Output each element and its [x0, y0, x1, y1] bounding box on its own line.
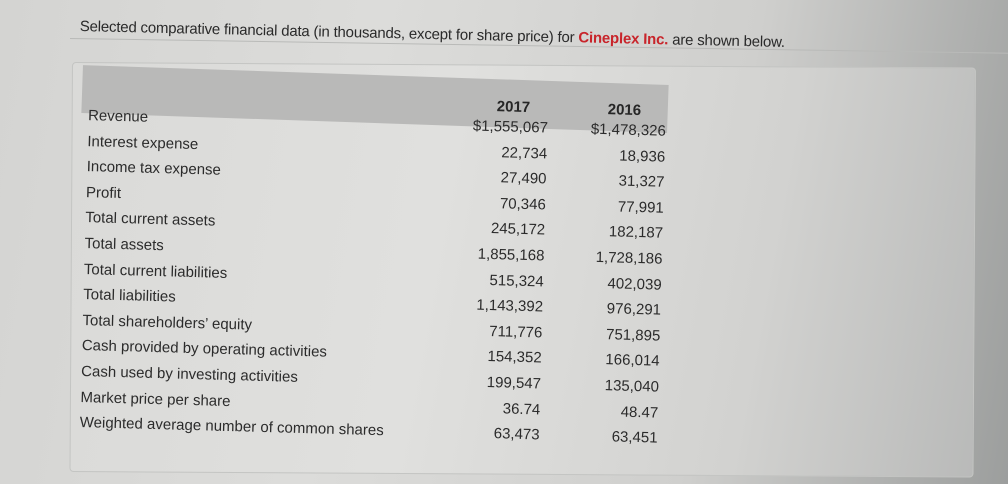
value-2017: 199,547: [486, 373, 542, 393]
value-2016: 48.47: [620, 403, 659, 422]
value-2017: 36.74: [502, 399, 541, 418]
value-2017: 22,734: [501, 143, 548, 163]
value-2016: 18,936: [619, 147, 666, 166]
value-2017: 515,324: [489, 271, 544, 291]
value-2016: 135,040: [604, 377, 660, 396]
value-2017: 1,855,168: [477, 245, 545, 265]
value-2017: 1,143,392: [476, 296, 544, 316]
value-2016: 77,991: [617, 198, 665, 217]
value-2016: 976,291: [606, 300, 662, 319]
value-2016: 166,014: [605, 351, 660, 370]
value-2017: $1,555,067: [472, 117, 549, 137]
value-2016: 31,327: [618, 172, 665, 191]
value-2017: 70,346: [499, 195, 547, 214]
value-2017: 63,473: [493, 425, 540, 444]
value-2016: 182,187: [608, 223, 664, 243]
company-name: Cineplex Inc.: [578, 29, 669, 49]
value-2017: 245,172: [490, 220, 546, 239]
value-2017: 154,352: [487, 348, 542, 367]
value-2016: 1,728,186: [595, 248, 663, 268]
value-2016: 63,451: [611, 428, 658, 447]
value-2016: 751,895: [605, 325, 661, 345]
value-2017: 711,776: [489, 322, 543, 342]
financial-data-panel: 2017 2016 Revenue $1,555,067 $1,478,326 …: [69, 62, 976, 478]
intro-text: Selected comparative financial data (in …: [80, 18, 880, 53]
value-2017: 27,490: [500, 169, 547, 188]
intro-suffix: are shown below.: [668, 31, 786, 51]
value-2016: 402,039: [607, 274, 662, 294]
value-2016: $1,478,326: [590, 120, 667, 140]
column-header-2017: 2017: [496, 98, 531, 117]
financial-data-table: 2017 2016 Revenue $1,555,067 $1,478,326 …: [79, 87, 678, 456]
